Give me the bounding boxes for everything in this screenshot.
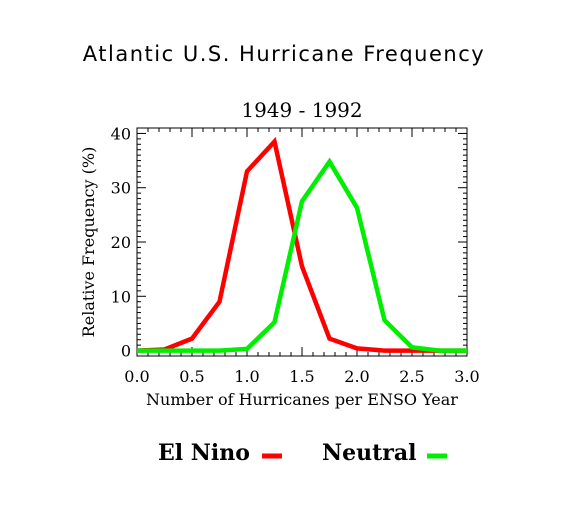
x-tick-label: 2.0: [344, 367, 369, 386]
series-line-neutral: [137, 157, 467, 353]
legend-label-neutral: Neutral: [322, 440, 416, 466]
x-axis-label: Number of Hurricanes per ENSO Year: [146, 390, 458, 409]
y-tick-label: 40: [111, 124, 131, 143]
y-tick-label: 10: [111, 287, 131, 306]
y-tick-label: 0: [121, 342, 131, 361]
x-tick-label: 0.0: [124, 367, 149, 386]
plot-frame: [136, 127, 468, 357]
x-tick-label: 2.5: [399, 367, 424, 386]
chart-title: Atlantic U.S. Hurricane Frequency: [82, 42, 486, 66]
legend-label-el-nino: El Nino: [158, 440, 250, 466]
y-tick-label: 20: [111, 233, 131, 252]
chart-subtitle: 1949 - 1992: [241, 98, 362, 122]
plot-area: 0.0 0.5 1.0 1.5 2.0 2.5 3.0 0 10 20 30 40: [111, 124, 480, 386]
legend: El Nino Neutral: [158, 440, 447, 466]
x-tick-label: 1.0: [234, 367, 259, 386]
x-tick-label: 1.5: [289, 367, 314, 386]
x-tick-label: 0.5: [179, 367, 204, 386]
x-tick-label: 3.0: [454, 367, 479, 386]
y-tick-label: 30: [111, 179, 131, 198]
y-axis-label: Relative Frequency (%): [79, 147, 98, 338]
series-line-el-nino: [136, 136, 467, 353]
